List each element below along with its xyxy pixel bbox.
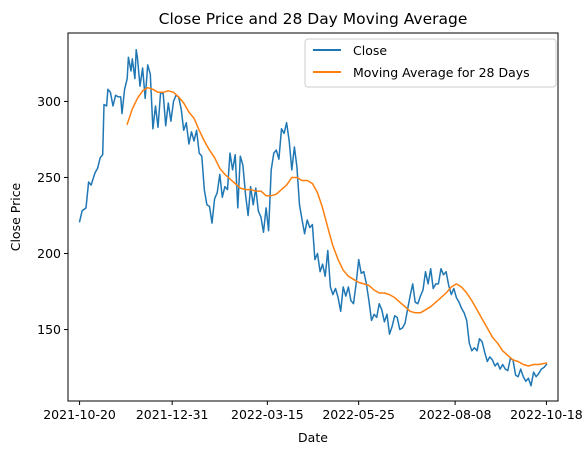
legend-label-close: Close	[353, 43, 387, 58]
x-tick-label: 2022-05-25	[322, 407, 395, 422]
legend-label-moving-average: Moving Average for 28 Days	[353, 65, 530, 80]
plot-frame	[67, 32, 559, 402]
legend-box	[304, 38, 557, 88]
y-tick-label: 250	[37, 170, 61, 185]
y-tick-label: 150	[37, 322, 61, 337]
chart-title: Close Price and 28 Day Moving Average	[159, 10, 468, 28]
series-line-close	[78, 48, 548, 387]
x-tick-label: 2022-08-08	[419, 407, 492, 422]
series-lines	[78, 48, 548, 387]
x-tick-label: 2021-12-31	[136, 407, 209, 422]
series-line-moving-average	[126, 86, 548, 367]
y-axis-label: Close Price	[8, 182, 23, 251]
y-axis: 150 200 250 300	[37, 94, 68, 337]
legend: Close Moving Average for 28 Days	[304, 38, 557, 88]
y-tick-label: 200	[37, 246, 61, 261]
y-tick-label: 300	[37, 94, 61, 109]
x-tick-label: 2021-10-20	[43, 407, 116, 422]
x-tick-label: 2022-10-18	[510, 407, 583, 422]
x-tick-label: 2022-03-15	[231, 407, 304, 422]
x-axis: 2021-10-20 2021-12-31 2022-03-15 2022-05-25…	[43, 401, 583, 422]
x-axis-label: Date	[298, 430, 328, 445]
